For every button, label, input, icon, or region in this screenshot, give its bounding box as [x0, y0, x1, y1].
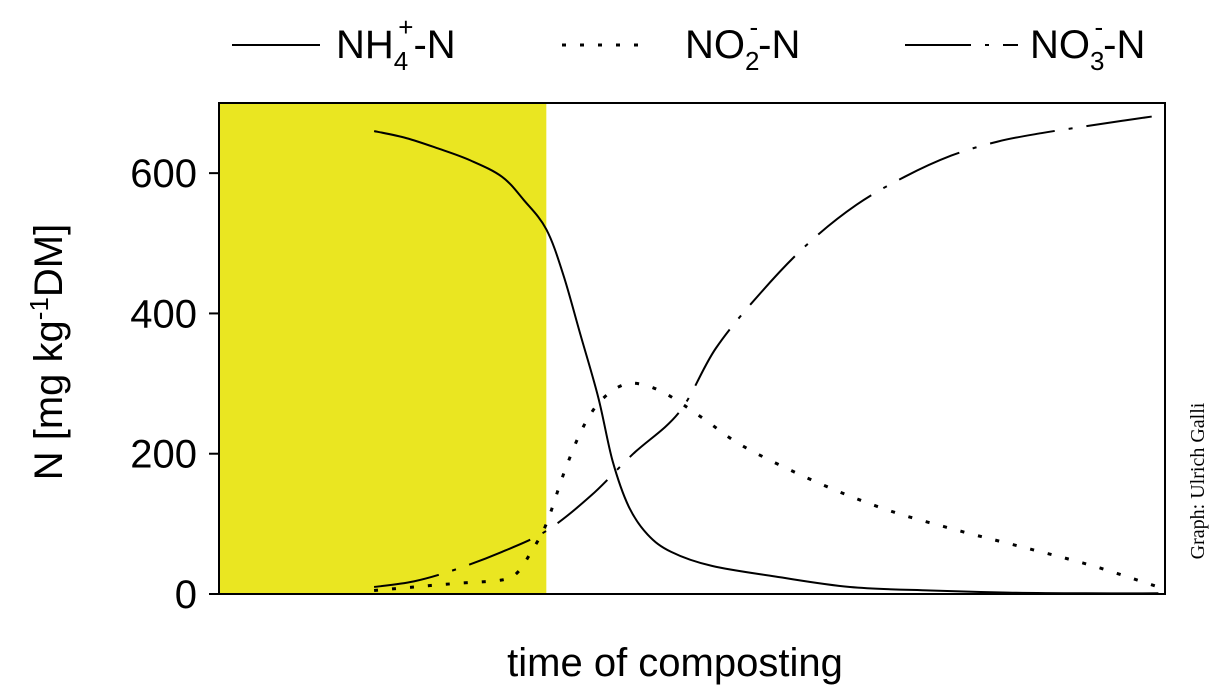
y-tick-label: 600: [130, 152, 197, 196]
y-axis: 0 200 400 600: [130, 152, 219, 617]
series-lines: [373, 114, 1159, 595]
legend-label-no3: NO3--N: [1030, 12, 1145, 76]
legend-entry-no2: NO2--N: [562, 12, 800, 76]
graph-credit: Graph: Ulrich Galli: [1187, 402, 1209, 559]
legend-label-nh4: NH4+-N: [336, 12, 456, 76]
y-axis-title: N [mg kg-1DM]: [24, 224, 71, 481]
x-axis-title: time of composting: [507, 641, 843, 685]
legend-entry-no3: NO3--N: [905, 12, 1145, 76]
plot-frame: [218, 102, 1166, 595]
y-tick-label: 200: [130, 433, 197, 477]
lag-phase-highlight: [220, 104, 547, 593]
legend-entry-nh4: NH4+-N: [232, 12, 456, 76]
series-line-no3: [373, 114, 1159, 588]
series-line-nh4: [373, 130, 1159, 595]
legend-label-no2: NO2--N: [685, 12, 800, 76]
legend: NH4+-N NO2--N NO3--N: [232, 12, 1145, 76]
y-tick-label: 400: [130, 292, 197, 336]
y-tick-label: 0: [175, 573, 197, 617]
